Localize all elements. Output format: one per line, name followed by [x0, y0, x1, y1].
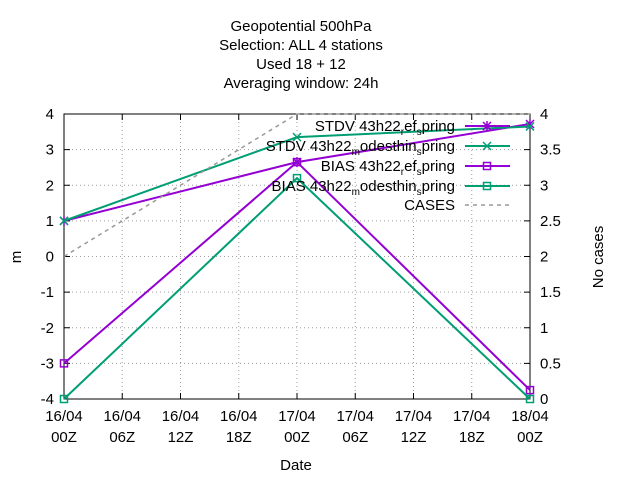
x-tick-label: 17/04: [453, 408, 491, 425]
x-tick-label: 17/04: [395, 408, 433, 425]
legend-marker: [482, 181, 492, 191]
chart-title-line: Geopotential 500hPa: [231, 18, 373, 35]
legend-label: STDV 43h22refspring: [315, 118, 455, 138]
x-tick-label: 17/04: [278, 408, 316, 425]
legend-label: BIAS 43h22modesthinspring: [272, 178, 455, 198]
y2-tick-label: 3.5: [540, 142, 561, 159]
legend-label: STDV 43h22modesthinspring: [266, 138, 455, 158]
data-point: [525, 121, 535, 131]
data-point: [292, 132, 302, 142]
y-tick-label: 3: [46, 142, 54, 159]
y2-tick-label: 4: [540, 106, 548, 123]
y-tick-label: -3: [41, 355, 54, 372]
x-tick-label: 00Z: [284, 429, 310, 446]
y2-tick-label: 2.5: [540, 213, 561, 230]
y2-tick-label: 3: [540, 177, 548, 194]
data-point: [59, 216, 69, 226]
y2-tick-label: 1.5: [540, 284, 561, 301]
x-tick-label: 16/04: [162, 408, 200, 425]
data-point: [525, 385, 535, 395]
series-line: [63, 113, 530, 258]
y2-tick-label: 1: [540, 320, 548, 337]
y2-tick-label: 0: [540, 391, 548, 408]
y-axis-label: m: [8, 251, 25, 264]
data-point: [59, 359, 69, 368]
legend-marker: [482, 161, 492, 171]
x-tick-label: 18Z: [459, 429, 485, 446]
series-line: [63, 160, 531, 391]
y-tick-label: 1: [46, 213, 54, 230]
x-tick-label: 06Z: [109, 429, 135, 446]
y2-axis-label: No cases: [590, 226, 607, 289]
x-tick-label: 00Z: [51, 429, 77, 446]
legend-marker: [482, 121, 492, 131]
y2-tick-label: 2: [540, 249, 548, 266]
y-tick-label: -4: [41, 391, 54, 408]
y-tick-label: 0: [46, 249, 54, 266]
x-tick-label: 12Z: [168, 429, 194, 446]
x-tick-label: 16/04: [45, 408, 83, 425]
x-tick-label: 16/04: [103, 408, 141, 425]
data-point: [59, 394, 69, 404]
legend-marker: [482, 141, 492, 151]
y-tick-label: -2: [41, 320, 54, 337]
legend-label: BIAS 43h22refspring: [321, 158, 455, 178]
y-tick-label: 2: [46, 177, 54, 194]
x-tick-label: 18Z: [226, 429, 252, 446]
data-point: [525, 394, 535, 404]
x-tick-label: 00Z: [517, 429, 543, 446]
x-axis-label: Date: [280, 457, 312, 474]
chart-title-line: Used 18 + 12: [256, 56, 346, 73]
y2-tick-label: 0.5: [540, 355, 561, 372]
data-point: [292, 173, 302, 183]
x-tick-label: 18/04: [511, 408, 549, 425]
chart-title-line: Selection: ALL 4 stations: [219, 37, 383, 54]
x-tick-label: 12Z: [401, 429, 427, 446]
legend-label: CASES: [404, 197, 455, 214]
data-point: [292, 157, 302, 167]
x-tick-label: 17/04: [336, 408, 374, 425]
chart-title-line: Averaging window: 24h: [224, 75, 379, 92]
x-tick-label: 06Z: [342, 429, 368, 446]
x-tick-label: 16/04: [220, 408, 258, 425]
y-tick-label: -1: [41, 284, 54, 301]
y-tick-label: 4: [46, 106, 54, 123]
series-line: [63, 176, 531, 400]
